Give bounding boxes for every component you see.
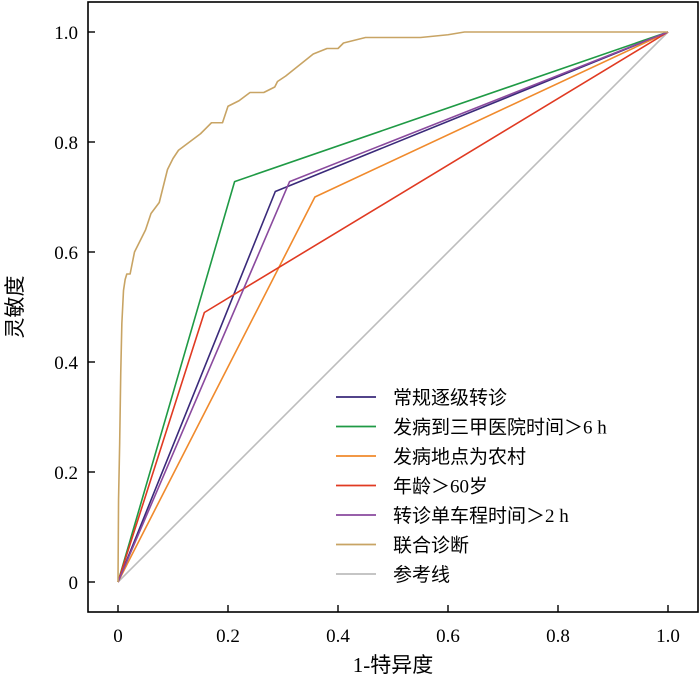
legend-label-7: 参考线 bbox=[393, 564, 450, 586]
y-tick-label: 0 bbox=[69, 573, 79, 594]
series-line-1 bbox=[117, 31, 669, 583]
x-tick-label: 0.6 bbox=[436, 626, 460, 647]
y-tick-label: 0.4 bbox=[54, 353, 78, 374]
x-tick-label: 0.4 bbox=[326, 626, 350, 647]
axis-layer: 0 0 0.2 0.2 0.4 0.4 0.6 0.6 0.8 0.8 1.0 1.0 bbox=[54, 23, 680, 647]
plot-frame bbox=[87, 1, 699, 613]
y-tick-label: 1.0 bbox=[54, 23, 78, 44]
x-tick-label: 0.2 bbox=[216, 626, 240, 647]
series-line-3 bbox=[117, 31, 669, 583]
legend-label-5: 转诊单车程时间＞2 h bbox=[393, 505, 569, 527]
legend-label-1: 常规逐级转诊 bbox=[393, 387, 507, 409]
series-line-2 bbox=[117, 31, 669, 583]
y-tick-label: 0.2 bbox=[54, 463, 78, 484]
series-layer bbox=[117, 31, 669, 583]
series-line-7 bbox=[117, 31, 669, 583]
series-line-6 bbox=[117, 31, 668, 583]
legend-label-6: 联合诊断 bbox=[393, 535, 469, 557]
series-line-5 bbox=[117, 31, 669, 583]
y-axis-label: 灵敏度 bbox=[3, 276, 27, 339]
x-tick-label: 0 bbox=[113, 626, 123, 647]
y-tick-label: 0.8 bbox=[54, 133, 78, 154]
legend-label-2: 发病到三甲医院时间＞6 h bbox=[393, 417, 607, 439]
x-tick-label: 1.0 bbox=[656, 626, 680, 647]
x-axis-label: 1-特异度 bbox=[353, 653, 434, 677]
legend-label-3: 发病地点为农村 bbox=[393, 446, 526, 468]
x-tick-label: 0.8 bbox=[546, 626, 570, 647]
y-tick-label: 0.6 bbox=[54, 243, 78, 264]
series-line-4 bbox=[117, 31, 669, 583]
legend-label-4: 年龄＞60岁 bbox=[393, 476, 488, 498]
